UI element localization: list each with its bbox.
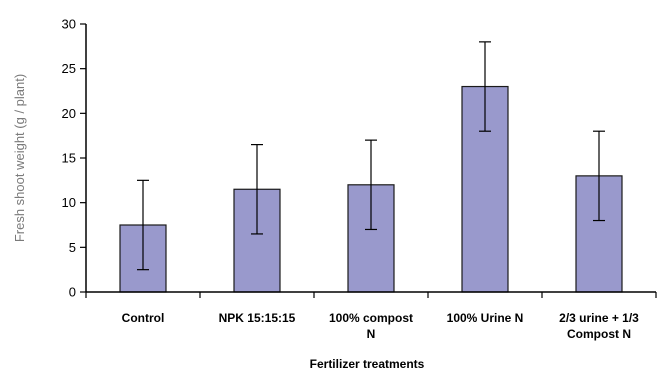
error-bars	[137, 41, 605, 271]
y-tick-label: 20	[62, 106, 76, 121]
x-tick-label: 100% Urine N	[447, 311, 524, 325]
x-tick-label: 2/3 urine + 1/3 Compost N	[559, 311, 639, 341]
x-tick-label: NPK 15:15:15	[219, 311, 296, 325]
error-bar	[137, 179, 149, 271]
x-axis-title: Fertilizer treatments	[310, 357, 425, 371]
y-tick-label: 10	[62, 195, 76, 210]
y-tick-label: 0	[69, 285, 76, 300]
y-tick-label: 5	[69, 240, 76, 255]
y-axis-title: Fresh shoot weight (g / plant)	[12, 74, 27, 242]
x-axis-tick-labels: Control NPK 15:15:15 100% compost N 100% Uri…	[122, 311, 640, 341]
x-tick-label: Control	[122, 311, 165, 325]
x-tick-label: 100% compost N	[329, 311, 413, 341]
axes	[85, 24, 657, 298]
error-bar	[365, 139, 377, 231]
y-tick-label: 30	[62, 17, 76, 32]
error-bar	[251, 144, 263, 235]
y-tick-label: 25	[62, 61, 76, 76]
error-bar	[479, 41, 491, 132]
y-tick-label: 15	[62, 151, 76, 166]
error-bar	[593, 130, 605, 222]
y-axis-ticks: 0 5 10 15 20 25 30	[62, 17, 86, 300]
